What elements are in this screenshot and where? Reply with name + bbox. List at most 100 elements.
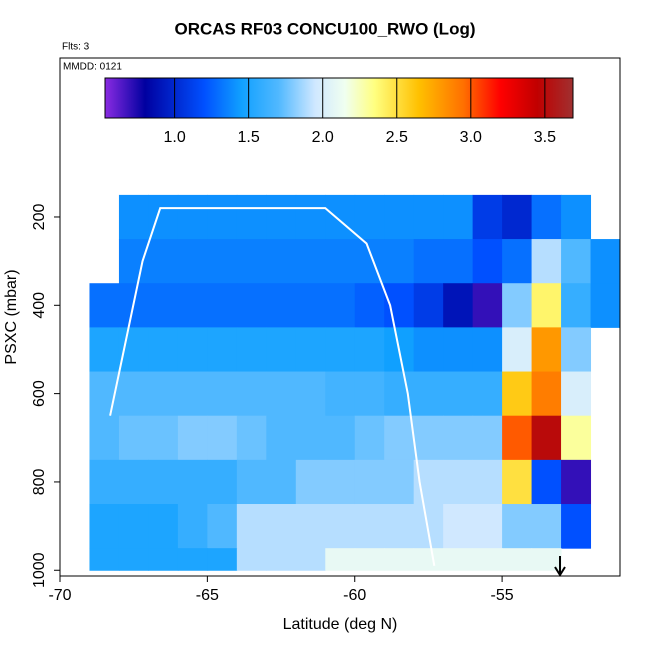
heat-cell — [502, 459, 533, 505]
heat-cell — [148, 327, 179, 373]
heat-cell — [590, 283, 621, 328]
end-arrow — [554, 556, 566, 577]
heat-cell — [561, 459, 592, 505]
heat-cell — [295, 194, 326, 240]
heat-cell — [118, 371, 149, 417]
heat-cell — [207, 239, 238, 284]
heat-cell — [354, 283, 385, 328]
heat-cell — [236, 194, 267, 240]
heat-cell — [89, 415, 120, 461]
heat-cell — [148, 415, 179, 461]
heat-cell — [118, 415, 149, 461]
heat-cell — [148, 504, 179, 549]
heat-cell — [472, 371, 503, 417]
colorbar-tick-label: 3.0 — [460, 129, 482, 146]
heat-cell — [472, 283, 503, 328]
heat-cell — [207, 415, 238, 461]
heat-cell — [148, 283, 179, 328]
heat-cell — [531, 283, 562, 328]
y-tick-label: 800 — [31, 468, 48, 495]
colorbar-tick-label: 3.5 — [534, 129, 556, 146]
annotation: MMDD: 0121 — [63, 62, 122, 73]
colorbar-tick-label: 2.0 — [312, 129, 334, 146]
heat-cell — [295, 548, 326, 571]
heat-cell — [177, 327, 208, 373]
heat-cell — [354, 548, 385, 571]
heat-cell — [531, 415, 562, 461]
heat-cell — [89, 459, 120, 505]
heat-cell — [472, 415, 503, 461]
heat-cell — [531, 327, 562, 373]
x-axis-label: Latitude (deg N) — [283, 616, 398, 633]
heat-cell — [502, 194, 533, 240]
y-tick-label: 600 — [31, 380, 48, 407]
colorbar-tick-label: 1.0 — [163, 129, 185, 146]
heat-cell — [236, 415, 267, 461]
heat-cell — [472, 194, 503, 240]
heat-cell — [502, 283, 533, 328]
heat-cell — [325, 371, 356, 417]
heat-cell — [472, 548, 503, 571]
heat-cell — [148, 194, 179, 240]
heat-cell — [118, 194, 149, 240]
heat-cell — [413, 283, 444, 328]
heat-cell — [561, 239, 592, 284]
heat-cell — [236, 239, 267, 284]
heat-cell — [207, 459, 238, 505]
heat-cell — [266, 371, 297, 417]
heat-cell — [89, 283, 120, 328]
heat-cell — [354, 327, 385, 373]
heat-cell — [118, 504, 149, 549]
heat-cell — [443, 371, 474, 417]
heat-cell — [148, 371, 179, 417]
y-tick-label: 200 — [31, 204, 48, 231]
heat-cell — [325, 415, 356, 461]
heat-cell — [354, 459, 385, 505]
heat-cell — [236, 548, 267, 571]
heat-cell — [531, 194, 562, 240]
heat-cell — [177, 283, 208, 328]
heat-cell — [325, 548, 356, 571]
heat-cell — [118, 459, 149, 505]
heat-cell — [236, 283, 267, 328]
heat-cell — [236, 459, 267, 505]
heat-cell — [177, 548, 208, 571]
heat-cell — [177, 194, 208, 240]
heat-cell — [89, 504, 120, 549]
heat-cell — [561, 327, 592, 373]
heat-cell — [384, 459, 415, 505]
heat-cell — [531, 548, 562, 571]
heat-cell — [236, 504, 267, 549]
heat-cell — [266, 283, 297, 328]
heat-cell — [325, 239, 356, 284]
heat-cell — [561, 283, 592, 328]
heat-cell — [266, 415, 297, 461]
heat-cell — [295, 283, 326, 328]
heat-cell — [266, 327, 297, 373]
heat-cell — [443, 283, 474, 328]
heat-cell — [354, 194, 385, 240]
heat-cell — [413, 548, 444, 571]
heat-cell — [354, 371, 385, 417]
heat-cell — [443, 327, 474, 373]
y-tick-label: 1000 — [31, 552, 48, 588]
heat-cell — [561, 415, 592, 461]
heat-cell — [177, 415, 208, 461]
heat-cell — [531, 239, 562, 284]
heat-cell — [384, 548, 415, 571]
heat-cell — [266, 504, 297, 549]
heat-cell — [502, 327, 533, 373]
heat-cell — [266, 239, 297, 284]
heat-cell — [207, 327, 238, 373]
heat-cell — [502, 415, 533, 461]
colorbar — [104, 77, 574, 119]
heat-cell — [443, 504, 474, 549]
heat-cell — [443, 415, 474, 461]
heat-cell — [89, 327, 120, 373]
heat-cell — [384, 239, 415, 284]
heat-cell — [148, 548, 179, 571]
heat-cell — [325, 504, 356, 549]
heat-cell — [384, 283, 415, 328]
heat-cell — [443, 548, 474, 571]
heat-cell — [325, 327, 356, 373]
